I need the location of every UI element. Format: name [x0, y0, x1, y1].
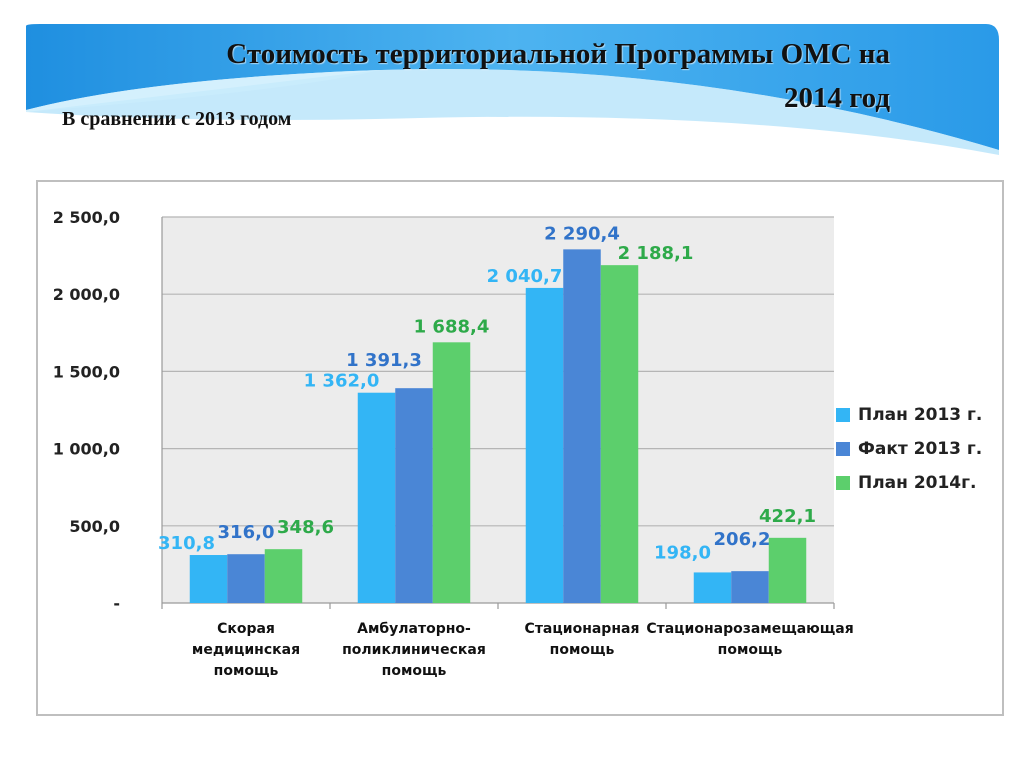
y-tick-label: 2 500,0: [53, 208, 120, 227]
data-label: 206,2: [714, 529, 771, 550]
y-tick-label: 1 000,0: [53, 440, 120, 459]
data-label: 2 188,1: [618, 243, 694, 264]
plot-area: [162, 217, 834, 603]
x-tick-label: Стационарозамещающая помощь: [646, 621, 854, 658]
x-tick-label: Стационарная помощь: [524, 621, 640, 658]
data-label: 1 688,4: [414, 316, 490, 337]
slide-title-line1: Стоимость территориальной Программы ОМС …: [226, 38, 890, 70]
legend-swatch: [836, 442, 850, 456]
legend-label: Факт 2013 г.: [858, 439, 983, 459]
y-tick-label: -: [113, 594, 120, 613]
legend-item-fact-2013: Факт 2013 г.: [836, 432, 982, 466]
data-label: 198,0: [654, 542, 711, 563]
data-label: 2 290,4: [544, 223, 620, 244]
slide-subtitle: В сравнении с 2013 годом: [62, 108, 292, 130]
bar: [227, 554, 265, 603]
legend-item-plan-2013: План 2013 г.: [836, 398, 982, 432]
data-label: 1 362,0: [304, 371, 380, 392]
data-label: 2 040,7: [487, 266, 563, 287]
legend-swatch: [836, 476, 850, 490]
data-label: 348,6: [277, 517, 334, 538]
data-label: 422,1: [759, 506, 816, 527]
title-banner: [26, 24, 999, 155]
legend-label: План 2014г.: [858, 473, 977, 493]
x-tick-label: Скорая медицинская помощь: [191, 621, 301, 679]
bar: [600, 265, 639, 603]
chart-legend: План 2013 г. Факт 2013 г. План 2014г.: [836, 398, 982, 500]
bar: [264, 549, 303, 603]
bar: [432, 342, 471, 603]
slide-title: Стоимость территориальной Программы ОМС …: [60, 32, 890, 120]
bar: [693, 572, 732, 603]
legend-swatch: [836, 408, 850, 422]
data-label: 1 391,3: [346, 350, 422, 371]
y-tick-label: 1 500,0: [53, 362, 120, 381]
x-tick-label: Амбулаторно- поликлиническая помощь: [342, 621, 486, 679]
bar: [189, 555, 228, 603]
bar: [768, 537, 807, 603]
y-tick-label: 2 000,0: [53, 285, 120, 304]
bar: [395, 388, 433, 603]
legend-item-plan-2014: План 2014г.: [836, 466, 982, 500]
bar: [525, 287, 564, 603]
bar: [357, 392, 396, 603]
bar: [563, 249, 601, 603]
y-tick-label: 500,0: [69, 517, 120, 536]
data-label: 316,0: [218, 522, 275, 543]
bar: [731, 571, 769, 603]
data-label: 310,8: [158, 533, 215, 554]
legend-label: План 2013 г.: [858, 405, 983, 425]
slide-title-line2: 2014 год: [783, 82, 890, 114]
